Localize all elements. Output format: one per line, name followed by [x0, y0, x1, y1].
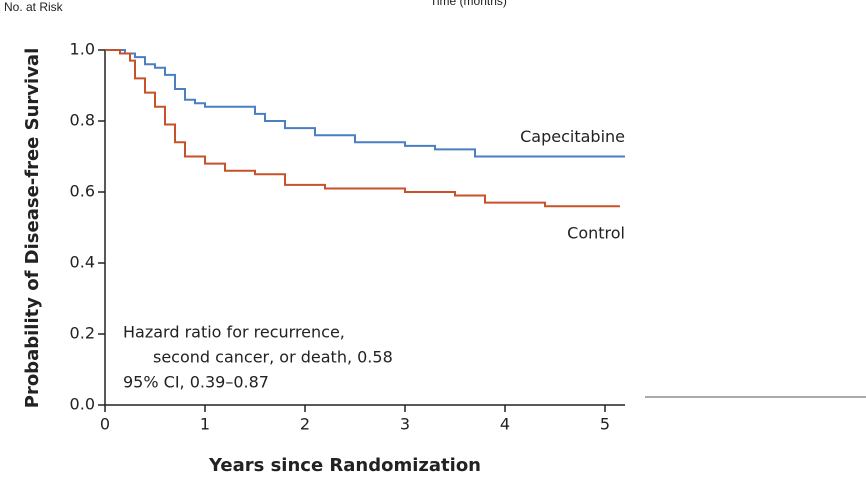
- y-tick-label: 1.0: [70, 40, 95, 59]
- annotation: 95% CI, 0.39–0.87: [123, 373, 269, 392]
- y-tick-label: 0.0: [70, 395, 95, 414]
- x-tick-label: 3: [400, 415, 410, 434]
- annotation: second cancer, or death, 0.58: [153, 348, 393, 367]
- y-tick-label: 0.6: [70, 182, 95, 201]
- x-tick-label: 4: [500, 415, 510, 434]
- y-tick-label: 0.4: [70, 253, 95, 272]
- time-note: Time (months): [430, 0, 507, 8]
- survival-line: [105, 49, 625, 158]
- x-tick-label: 2: [300, 415, 310, 434]
- legend-label: Capecitabine: [520, 127, 625, 146]
- y-tick-label: 0.2: [70, 324, 95, 343]
- y-axis-title: Probability of Disease-free Survival: [22, 48, 43, 409]
- survival-line: [105, 49, 620, 208]
- y-tick-label: 0.8: [70, 111, 95, 130]
- legend-label: Control: [567, 224, 625, 243]
- x-tick-label: 1: [200, 415, 210, 434]
- x-tick-label: 0: [100, 415, 110, 434]
- x-axis-title: Years since Randomization: [208, 455, 481, 476]
- annotation: Hazard ratio for recurrence,: [123, 323, 345, 342]
- x-tick-label: 5: [600, 415, 610, 434]
- risk-note: No. at Risk: [4, 0, 64, 14]
